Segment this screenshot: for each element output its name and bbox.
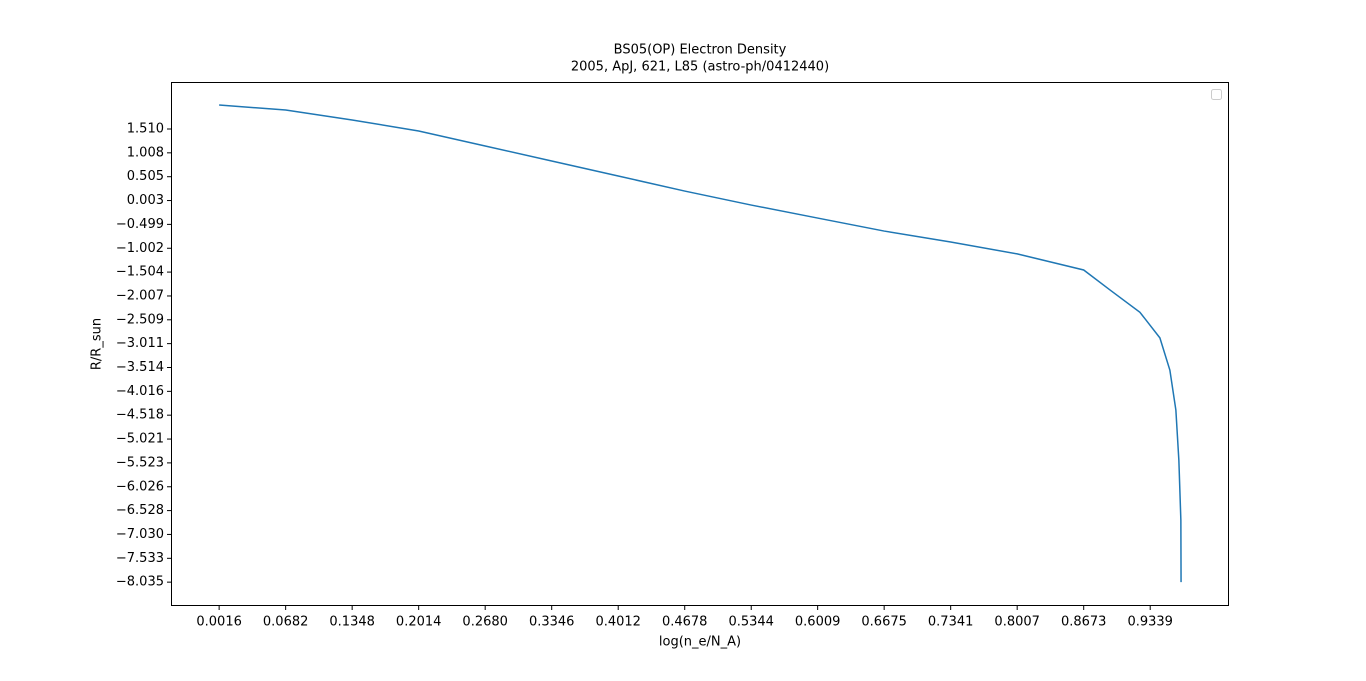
y-tick-label: −3.514 xyxy=(116,360,164,375)
x-tick-label: 0.7341 xyxy=(928,615,974,630)
y-tick-label: −4.518 xyxy=(116,408,164,423)
y-tick-label: 1.510 xyxy=(127,121,164,136)
y-tick-label: −2.007 xyxy=(116,288,164,303)
x-tick-label: 0.8673 xyxy=(1061,615,1107,630)
y-tick-label: −2.509 xyxy=(116,312,164,327)
y-tick-label: −1.002 xyxy=(116,241,164,256)
chart-title: BS05(OP) Electron Density xyxy=(614,43,787,58)
x-tick-label: 0.6675 xyxy=(861,615,907,630)
x-tick-label: 0.2014 xyxy=(396,615,442,630)
y-tick-label: −5.021 xyxy=(116,432,164,447)
x-tick-label: 0.9339 xyxy=(1127,615,1173,630)
x-tick-label: 0.3346 xyxy=(529,615,575,630)
y-tick-label: −6.026 xyxy=(116,479,164,494)
y-tick-label: 0.505 xyxy=(127,169,164,184)
plot-frame xyxy=(171,82,1229,606)
y-tick-label: 1.008 xyxy=(127,145,164,160)
x-tick-label: 0.0016 xyxy=(196,615,242,630)
y-tick-label: −4.016 xyxy=(116,384,164,399)
x-tick-label: 0.4678 xyxy=(662,615,708,630)
y-tick-label: −0.499 xyxy=(116,217,164,232)
y-tick-label: −8.035 xyxy=(116,575,164,590)
x-tick-label: 0.2680 xyxy=(462,615,508,630)
x-tick-label: 0.8007 xyxy=(994,615,1040,630)
y-tick-label: −7.030 xyxy=(116,527,164,542)
y-tick-label: −7.533 xyxy=(116,551,164,566)
x-tick-label: 0.1348 xyxy=(329,615,375,630)
y-tick-label: −1.504 xyxy=(116,265,164,280)
x-tick-label: 0.6009 xyxy=(795,615,841,630)
y-axis-label: R/R_sun xyxy=(90,318,105,370)
x-tick-label: 0.5344 xyxy=(728,615,774,630)
x-axis-label: log(n_e/N_A) xyxy=(659,635,741,650)
chart-subtitle: 2005, ApJ, 621, L85 (astro-ph/0412440) xyxy=(571,60,829,75)
legend-box xyxy=(1211,89,1222,100)
data-line xyxy=(219,104,1182,583)
x-tick-label: 0.4012 xyxy=(595,615,641,630)
y-tick-label: −6.528 xyxy=(116,503,164,518)
x-tick-label: 0.0682 xyxy=(263,615,309,630)
y-tick-label: −5.523 xyxy=(116,455,164,470)
y-tick-label: −3.011 xyxy=(116,336,164,351)
y-tick-label: 0.003 xyxy=(127,193,164,208)
